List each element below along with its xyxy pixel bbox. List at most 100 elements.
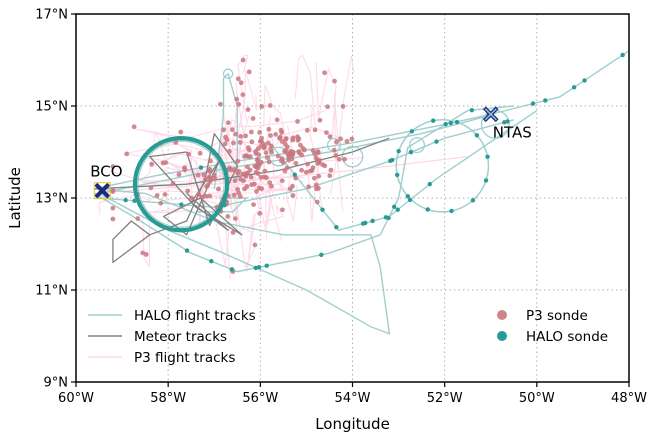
p3-sonde (207, 166, 213, 172)
halo-sonde (253, 265, 258, 271)
p3-sonde (235, 170, 241, 176)
p3-track (240, 205, 285, 234)
halo-sonde (292, 172, 297, 177)
halo-sonde (485, 154, 490, 159)
axis-ticks: 60°W 58°W 56°W 54°W 52°W 50°W 48°W 9°N 11°N 13°N 1… (35, 8, 647, 407)
halo-sonde (319, 252, 324, 258)
p3-sonde (182, 167, 188, 173)
p3-sonde (332, 78, 337, 84)
p3-sonde (189, 195, 194, 201)
p3-sonde (279, 178, 285, 184)
p3-sonde (208, 158, 213, 164)
p3-sonde (261, 141, 267, 147)
halo-sonde (409, 129, 415, 134)
y-tick-label: 17°N (35, 8, 68, 23)
p3-sonde (140, 250, 146, 256)
p3-sonde (238, 80, 244, 86)
p3-sonde (207, 193, 213, 199)
p3-sonde (232, 178, 238, 184)
p3-sonde (235, 158, 241, 164)
p3-sonde (148, 185, 154, 191)
y-tick-label: 15°N (35, 100, 68, 115)
halo-sonde (209, 259, 214, 264)
p3-sonde (199, 194, 205, 200)
p3-sonde (283, 136, 289, 141)
p3-sonde (258, 174, 264, 180)
p3-sonde (256, 152, 262, 158)
p3-sonde (228, 167, 234, 173)
p3-sonde (197, 150, 203, 156)
halo-sonde (391, 204, 397, 209)
p3-sonde (135, 216, 141, 221)
p3-sonde (221, 127, 227, 133)
halo-sonde (434, 139, 439, 144)
y-axis-label: Latitude (6, 167, 24, 229)
x-tick-label: 52°W (427, 391, 463, 406)
p3-sonde (317, 117, 323, 123)
site-markers: BCO NTAS (90, 106, 532, 200)
p3-sonde (230, 140, 236, 146)
p3-sonde (251, 181, 257, 187)
p3-sonde (264, 155, 270, 160)
p3-sonde (314, 186, 319, 192)
x-tick-label: 48°W (611, 391, 647, 406)
p3-sonde (310, 148, 316, 153)
legend: HALO flight tracks Meteor tracks P3 flight… (88, 308, 608, 366)
p3-track (329, 92, 339, 195)
p3-sonde (311, 175, 317, 181)
p3-sonde (268, 133, 273, 138)
p3-sonde (173, 140, 179, 145)
p3-sonde (110, 216, 116, 222)
p3-sonde (149, 161, 155, 167)
p3-sonde (295, 119, 300, 124)
p3-sonde (267, 103, 273, 108)
site-label-bco: BCO (90, 163, 122, 181)
halo-sonde (229, 267, 235, 272)
x-marker-icon (94, 182, 111, 199)
p3-sonde (242, 172, 248, 178)
halo-sonde (571, 85, 577, 90)
p3-sonde (342, 156, 347, 162)
p3-sonde (275, 153, 281, 159)
x-marker-icon (482, 106, 499, 123)
p3-sonde (110, 164, 116, 169)
p3-sonde (160, 160, 166, 166)
halo-track-loop (222, 68, 234, 80)
halo-sonde (394, 172, 400, 178)
p3-sonde (195, 172, 201, 178)
halo-sonde (383, 215, 389, 220)
p3-sonde (265, 140, 271, 146)
p3-sonde (263, 150, 269, 156)
p3-sonde (232, 216, 238, 221)
halo-sonde (620, 52, 625, 58)
x-tick-label: 54°W (335, 391, 371, 406)
halo-sonde (198, 165, 204, 170)
p3-sonde (233, 131, 239, 137)
p3-sonde (246, 147, 252, 153)
halo-sonde (431, 118, 436, 123)
p3-sonde (279, 156, 285, 162)
halo-sonde (123, 197, 128, 203)
halo-track (94, 50, 630, 190)
p3-sonde (309, 168, 315, 173)
halo-sonde (448, 120, 454, 126)
p3-sonde (124, 151, 130, 157)
p3-track (190, 109, 326, 138)
halo-sonde (395, 207, 400, 212)
p3-track (232, 143, 256, 270)
p3-sonde (283, 147, 289, 153)
p3-sonde (320, 162, 325, 168)
p3-sonde (229, 127, 235, 133)
p3-sonde (258, 159, 264, 165)
p3-sonde (304, 127, 310, 133)
p3-sonde (178, 129, 184, 135)
halo-sonde (408, 150, 414, 155)
p3-sonde (238, 134, 244, 139)
p3-sonde (256, 185, 262, 191)
p3-sonde (257, 210, 263, 216)
halo-circle-ntas (395, 118, 490, 213)
halo-track (213, 72, 238, 189)
p3-sonde (236, 101, 242, 107)
legend-marker (497, 331, 507, 341)
p3-sonde (293, 175, 299, 181)
